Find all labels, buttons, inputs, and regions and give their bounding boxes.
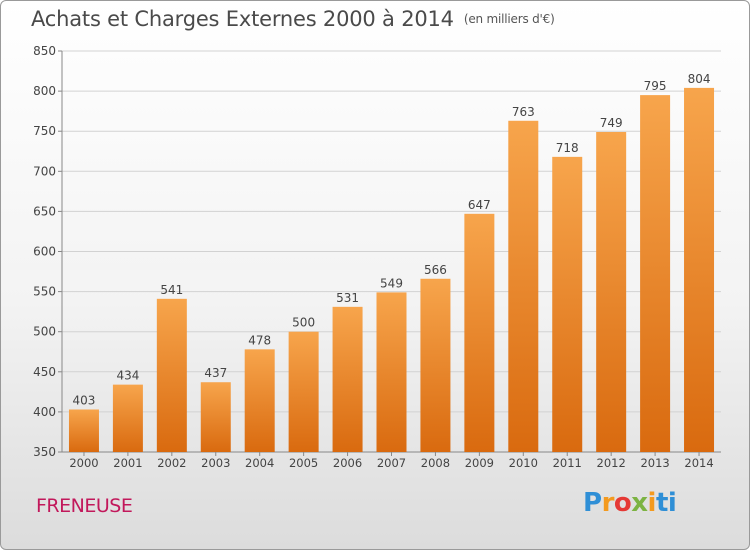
y-tick-label: 800 bbox=[33, 84, 56, 98]
y-tick-label: 550 bbox=[33, 285, 56, 299]
bar bbox=[640, 95, 671, 453]
bar bbox=[112, 384, 143, 452]
proxiti-logo: Proxiti bbox=[583, 488, 677, 518]
y-tick-label: 650 bbox=[33, 204, 56, 218]
x-tick-label: 2013 bbox=[640, 456, 669, 470]
y-tick-label: 500 bbox=[33, 325, 56, 339]
logo-letter: r bbox=[601, 488, 615, 518]
data-label: 566 bbox=[424, 263, 447, 277]
chart-unit: (en milliers d'€) bbox=[463, 12, 555, 26]
y-tick-label: 600 bbox=[33, 245, 56, 259]
bar bbox=[508, 120, 539, 453]
bar bbox=[552, 156, 583, 452]
bar bbox=[288, 331, 319, 452]
x-tick-label: 2007 bbox=[377, 456, 406, 470]
y-tick-label: 750 bbox=[33, 124, 56, 138]
logo-letter: P bbox=[583, 488, 602, 518]
y-tick-label: 850 bbox=[33, 44, 56, 58]
bar bbox=[596, 132, 627, 452]
data-labels: 403 434 541 437 478 500 531 549 566 647 763 718 749 7… bbox=[73, 72, 711, 408]
data-label: 541 bbox=[160, 283, 183, 297]
x-tick-label: 2004 bbox=[245, 456, 274, 470]
x-tick-label: 2002 bbox=[157, 456, 186, 470]
x-tick-label: 2008 bbox=[421, 456, 450, 470]
x-tick-label: 2000 bbox=[69, 456, 98, 470]
bar bbox=[684, 87, 715, 452]
bar bbox=[464, 213, 495, 452]
y-tick-labels: 350 400 450 500 550 600 650 700 750 800 850 bbox=[33, 44, 56, 459]
bars bbox=[68, 87, 715, 453]
data-label: 763 bbox=[512, 105, 535, 119]
data-label: 500 bbox=[292, 316, 315, 330]
bar bbox=[68, 409, 99, 452]
data-label: 647 bbox=[468, 198, 491, 212]
logo-letter: ti bbox=[655, 488, 677, 518]
y-tick-label: 400 bbox=[33, 405, 56, 419]
x-tick-label: 2006 bbox=[333, 456, 362, 470]
chart-title: Achats et Charges Externes 2000 à 2014 (e… bbox=[31, 7, 555, 31]
x-tick-label: 2009 bbox=[465, 456, 494, 470]
bar bbox=[156, 298, 187, 452]
commune-name: FRENEUSE bbox=[36, 495, 133, 517]
data-label: 403 bbox=[73, 393, 96, 407]
x-tick-label: 2014 bbox=[684, 456, 713, 470]
data-label: 749 bbox=[600, 116, 623, 130]
x-tick-label: 2003 bbox=[201, 456, 230, 470]
logo-letter: x bbox=[631, 488, 648, 518]
x-tick-labels: 2000 2001 2002 2003 2004 2005 2006 2007 2008 2009… bbox=[69, 456, 713, 470]
y-tick-label: 700 bbox=[33, 164, 56, 178]
data-label: 478 bbox=[248, 333, 271, 347]
y-tick-label: 350 bbox=[33, 445, 56, 459]
data-label: 804 bbox=[688, 72, 711, 86]
x-tick-label: 2005 bbox=[289, 456, 318, 470]
bar bbox=[376, 292, 407, 452]
data-label: 718 bbox=[556, 141, 579, 155]
x-tick-label: 2011 bbox=[553, 456, 582, 470]
logo-letter: i bbox=[647, 488, 657, 518]
y-tick-label: 450 bbox=[33, 365, 56, 379]
bar bbox=[420, 278, 451, 452]
data-label: 795 bbox=[644, 79, 667, 93]
data-label: 531 bbox=[336, 291, 359, 305]
bar bbox=[332, 306, 363, 452]
data-label: 549 bbox=[380, 276, 403, 290]
data-label: 434 bbox=[116, 369, 139, 383]
bar bbox=[200, 382, 231, 452]
x-tick-label: 2012 bbox=[597, 456, 626, 470]
x-tick-label: 2001 bbox=[113, 456, 142, 470]
logo-letter: o bbox=[613, 488, 632, 518]
chart-title-text: Achats et Charges Externes 2000 à 2014 bbox=[31, 7, 454, 31]
bar bbox=[244, 349, 275, 452]
x-tick-label: 2010 bbox=[509, 456, 538, 470]
data-label: 437 bbox=[204, 366, 227, 380]
